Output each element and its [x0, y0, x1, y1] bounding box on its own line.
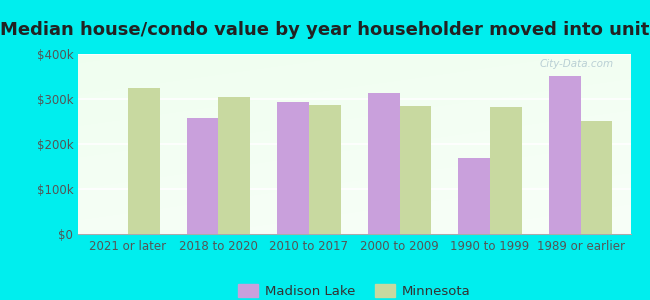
Bar [549, 76, 580, 234]
Bar [368, 93, 400, 234]
Bar [400, 106, 431, 234]
Bar [580, 121, 612, 234]
Text: City-Data.com: City-Data.com [540, 59, 614, 69]
Bar [187, 118, 218, 234]
Legend: Madison Lake, Minnesota: Madison Lake, Minnesota [233, 278, 475, 300]
Bar [278, 102, 309, 234]
Text: Median house/condo value by year householder moved into unit: Median house/condo value by year househo… [0, 21, 650, 39]
Bar [458, 158, 490, 234]
Bar [309, 105, 341, 234]
Bar [128, 88, 159, 234]
Bar [490, 107, 522, 234]
Bar [218, 97, 250, 234]
